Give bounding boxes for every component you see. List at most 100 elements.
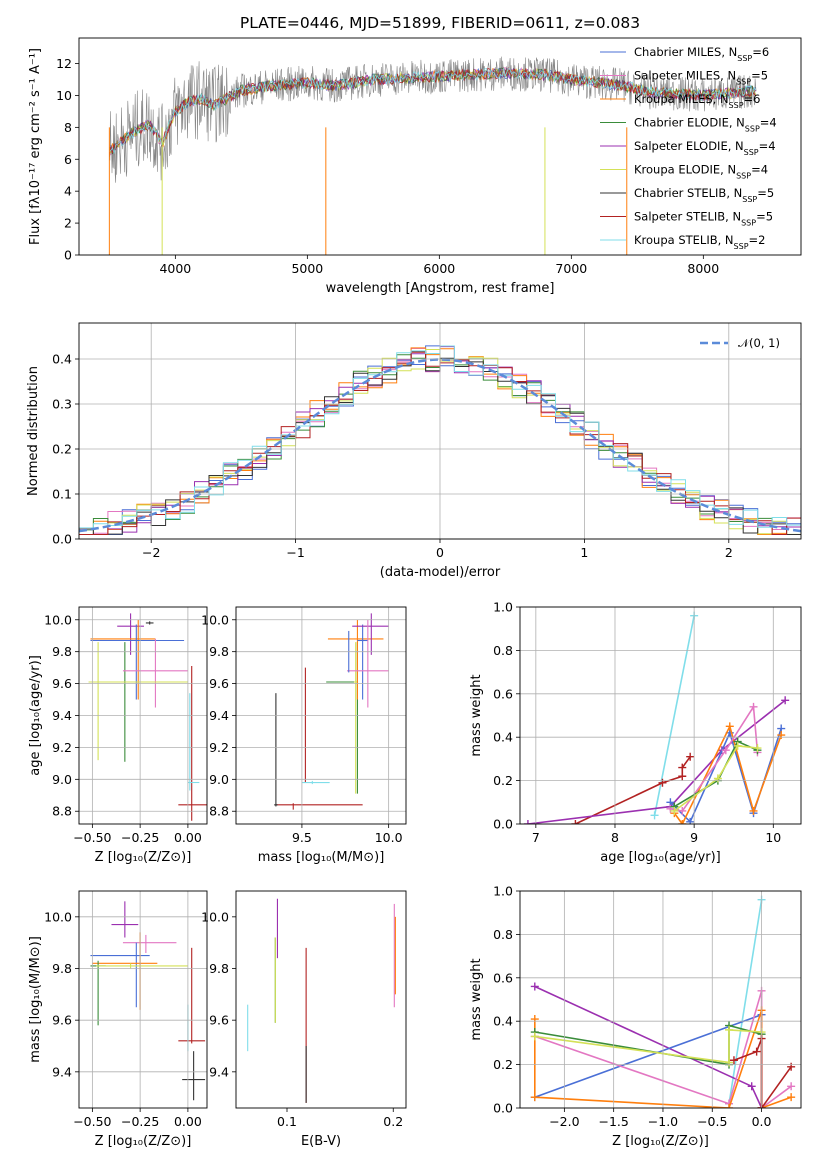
axes-frame: [519, 890, 802, 1109]
y-tick-label: 0.6: [493, 686, 513, 701]
panel-residuals: −2 −1 0 1 2 0.0 0.1 0.2 0.3 0.4 (data-model)/error…: [26, 322, 802, 580]
y-axis-label: age [log₁₀(age/yr)]: [28, 655, 43, 776]
y-tick-label: 0.4: [493, 730, 513, 745]
y-tick-label: 9.6: [52, 1013, 72, 1028]
y-axis-label: Flux [fλ10⁻¹⁷ erg cm⁻² s⁻¹ A⁻¹]: [28, 48, 43, 245]
weight-marker: [678, 820, 687, 824]
weight-line-2: [527, 699, 786, 824]
x-tick-label: 8: [611, 830, 619, 845]
x-tick-label: −1.0: [648, 1114, 678, 1129]
weight-marker: [670, 806, 679, 815]
x-tick-label: −0.50: [73, 830, 111, 845]
x-axis-label: (data-model)/error: [380, 565, 501, 580]
x-tick-label: −1: [286, 545, 304, 560]
legend-label-3: Chabrier ELODIE, NSSP=4: [634, 116, 777, 134]
weight-line-2: [534, 1013, 763, 1108]
x-tick-label: 5000: [291, 261, 323, 276]
weight-marker: [530, 1015, 539, 1024]
legend-label-7: Salpeter STELIB, NSSP=5: [634, 210, 773, 228]
y-tick-label: 0.4: [52, 352, 72, 367]
y-tick-label: 10.0: [201, 909, 229, 924]
legend-label-8: Kroupa STELIB, NSSP=2: [634, 233, 765, 251]
y-tick-label: 9.6: [209, 1013, 229, 1028]
spectrum-series-6: [109, 56, 757, 183]
y-tick-label: 0.1: [52, 487, 72, 502]
y-tick-label: 0: [64, 248, 72, 263]
x-tick-label: 7000: [555, 261, 587, 276]
weight-line-0: [653, 615, 695, 816]
y-tick-label: 0.8: [493, 643, 513, 658]
weight-marker: [530, 1032, 539, 1041]
weight-marker: [658, 778, 667, 787]
weight-marker: [686, 752, 695, 761]
legend-label-1: Salpeter MILES, NSSP=5: [634, 69, 768, 87]
x-tick-label: −1.5: [598, 1114, 628, 1129]
y-tick-label: 9.4: [52, 1064, 72, 1079]
x-tick-label: 1: [580, 545, 588, 560]
axes-frame: [78, 322, 802, 540]
plot-area-spectrum: [108, 56, 757, 255]
weight-marker: [650, 811, 659, 820]
y-tick-label: 1.0: [493, 600, 513, 615]
x-axis-label: Z [log₁₀(Z/Z⊙)]: [95, 850, 192, 865]
weight-marker: [787, 1093, 796, 1102]
y-tick-label: 1.0: [493, 884, 513, 899]
x-tick-label: −0.25: [121, 1114, 159, 1129]
x-tick-label: 4000: [159, 261, 191, 276]
legend-label-5: Kroupa ELODIE, NSSP=4: [634, 163, 768, 181]
y-tick-label: 0.0: [52, 532, 72, 547]
weight-line-7: [733, 1038, 792, 1108]
weight-marker: [729, 1056, 738, 1065]
y-tick-label: 2: [64, 216, 72, 231]
plot-area-age-weight: [523, 611, 790, 824]
y-tick-label: 10.0: [44, 612, 72, 627]
plot-area-mass-age: [274, 613, 389, 810]
y-tick-label: 9.2: [209, 740, 229, 755]
weight-marker: [777, 731, 786, 740]
y-tick-label: 9.8: [209, 644, 229, 659]
x-tick-label: 0.00: [174, 830, 202, 845]
x-axis-label: E(B-V): [301, 1134, 341, 1149]
weight-marker: [713, 774, 722, 783]
weight-marker: [749, 702, 758, 711]
x-tick-label: 0.0: [752, 1114, 772, 1129]
y-tick-label: 0.2: [493, 773, 513, 788]
axes-frame: [78, 890, 208, 1109]
y-axis-label: mass weight: [469, 674, 484, 756]
panel-ebv-mass: 0.1 0.2 9.4 9.6 9.8 10.0 E(B-V): [201, 890, 407, 1149]
spectrum-series-8: [109, 67, 756, 155]
y-axis-label: Normed distribution: [26, 366, 41, 496]
axes-frame: [78, 37, 802, 256]
y-tick-label: 9.4: [209, 1064, 229, 1079]
y-tick-label: 9.0: [52, 772, 72, 787]
y-tick-label: 9.8: [52, 961, 72, 976]
weight-line-0: [728, 899, 763, 1104]
weight-marker: [752, 1047, 761, 1056]
x-tick-label: 10.0: [375, 830, 403, 845]
y-tick-label: 0.6: [493, 970, 513, 985]
y-tick-label: 12: [56, 56, 72, 71]
weight-marker: [725, 1025, 734, 1034]
y-tick-label: 10.0: [201, 612, 229, 627]
legend-label-gaussian: 𝒩(0, 1): [738, 336, 780, 350]
y-tick-label: 9.0: [209, 772, 229, 787]
legend-label-0: Chabrier MILES, NSSP=6: [634, 45, 769, 63]
weight-line-6: [534, 1029, 762, 1064]
x-tick-label: 0.2: [383, 1114, 403, 1129]
weight-marker: [787, 1082, 796, 1091]
y-tick-label: 10.0: [44, 909, 72, 924]
x-tick-label: 10: [765, 830, 781, 845]
panel-mass-age: 9.5 10.0 8.8 9.0 9.2 9.4 9.6 9.8 10.0 mass [log₁₀…: [201, 606, 407, 865]
x-tick-label: −0.5: [697, 1114, 727, 1129]
y-tick-label: 9.6: [209, 676, 229, 691]
y-axis-label: mass [log₁₀(M/M⊙)]: [28, 936, 43, 1063]
weight-line-6: [673, 740, 758, 808]
weight-marker: [787, 1062, 796, 1071]
plot-area-ebv-mass: [247, 898, 396, 1103]
x-tick-label: 8000: [687, 261, 719, 276]
histogram-series-0: [79, 345, 801, 535]
panel-Z-age: −0.50 −0.25 0.00 8.8 9.0 9.2 9.4 9.6 9.8 10.0 Z [l…: [28, 606, 208, 865]
weight-marker: [678, 806, 687, 815]
x-tick-label: 7: [532, 830, 540, 845]
y-tick-label: 0.3: [52, 397, 72, 412]
